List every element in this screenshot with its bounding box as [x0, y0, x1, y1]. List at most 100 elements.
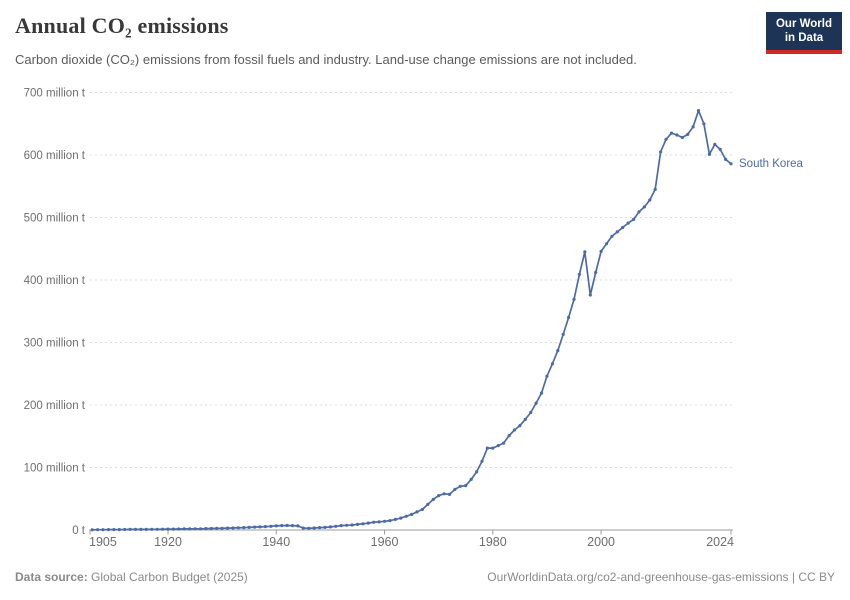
- data-point[interactable]: [447, 492, 452, 496]
- data-point[interactable]: [561, 332, 565, 336]
- data-point[interactable]: [123, 527, 127, 532]
- data-point[interactable]: [393, 517, 397, 522]
- data-point[interactable]: [632, 217, 636, 221]
- data-point[interactable]: [96, 528, 100, 532]
- data-point[interactable]: [669, 131, 674, 135]
- data-point[interactable]: [399, 516, 403, 520]
- data-point[interactable]: [469, 477, 473, 481]
- data-point[interactable]: [296, 524, 300, 528]
- data-point[interactable]: [301, 526, 305, 530]
- data-point[interactable]: [177, 527, 181, 531]
- data-point[interactable]: [583, 250, 587, 254]
- data-point[interactable]: [588, 293, 592, 297]
- data-point[interactable]: [198, 527, 203, 531]
- data-point[interactable]: [253, 525, 257, 529]
- data-point[interactable]: [507, 434, 511, 438]
- data-point[interactable]: [415, 510, 419, 514]
- data-point[interactable]: [545, 374, 549, 378]
- data-point[interactable]: [274, 524, 278, 528]
- data-point[interactable]: [404, 514, 408, 518]
- data-point[interactable]: [318, 526, 322, 530]
- data-point[interactable]: [550, 362, 555, 366]
- data-point[interactable]: [150, 527, 154, 531]
- data-point[interactable]: [242, 526, 246, 530]
- data-point[interactable]: [188, 527, 192, 531]
- data-point[interactable]: [139, 527, 143, 532]
- data-point[interactable]: [729, 162, 733, 166]
- data-point[interactable]: [713, 142, 717, 146]
- data-point[interactable]: [263, 525, 267, 529]
- data-point[interactable]: [307, 526, 311, 530]
- data-point[interactable]: [323, 525, 327, 530]
- data-point[interactable]: [117, 528, 121, 532]
- data-point[interactable]: [106, 528, 111, 532]
- data-point[interactable]: [382, 519, 387, 523]
- data-point[interactable]: [691, 125, 695, 129]
- data-point[interactable]: [680, 135, 684, 140]
- data-point[interactable]: [339, 524, 343, 528]
- data-point[interactable]: [464, 484, 468, 488]
- data-point[interactable]: [225, 526, 230, 530]
- data-point[interactable]: [420, 507, 424, 511]
- data-point[interactable]: [377, 520, 381, 524]
- data-point[interactable]: [724, 157, 728, 161]
- data-point[interactable]: [523, 417, 527, 421]
- data-point[interactable]: [171, 527, 175, 531]
- data-point[interactable]: [491, 446, 495, 450]
- data-point[interactable]: [485, 446, 489, 450]
- data-point[interactable]: [328, 525, 332, 529]
- data-point[interactable]: [577, 272, 582, 276]
- data-point[interactable]: [101, 528, 105, 532]
- data-point[interactable]: [648, 198, 652, 202]
- data-point[interactable]: [155, 527, 159, 531]
- data-point[interactable]: [133, 527, 138, 532]
- data-point[interactable]: [112, 528, 116, 532]
- data-point[interactable]: [193, 527, 197, 531]
- data-point[interactable]: [161, 527, 165, 531]
- data-point[interactable]: [556, 349, 560, 353]
- data-point[interactable]: [209, 526, 213, 531]
- data-point[interactable]: [345, 523, 349, 527]
- data-point[interactable]: [312, 526, 316, 530]
- data-point[interactable]: [534, 401, 538, 405]
- data-point[interactable]: [236, 526, 240, 530]
- data-point[interactable]: [426, 502, 430, 506]
- data-point[interactable]: [707, 152, 712, 156]
- data-point[interactable]: [502, 441, 506, 445]
- data-point[interactable]: [610, 234, 614, 238]
- data-point[interactable]: [594, 270, 598, 275]
- data-point[interactable]: [529, 410, 533, 415]
- data-point[interactable]: [475, 470, 479, 474]
- data-point[interactable]: [215, 526, 219, 531]
- data-point[interactable]: [372, 520, 376, 524]
- data-point[interactable]: [290, 524, 295, 528]
- data-point[interactable]: [621, 225, 625, 230]
- footer-credit-link[interactable]: OurWorldinData.org/co2-and-greenhouse-ga…: [487, 570, 835, 584]
- data-point[interactable]: [437, 494, 441, 498]
- data-point[interactable]: [231, 526, 235, 530]
- data-point[interactable]: [410, 512, 414, 517]
- data-point[interactable]: [366, 521, 370, 525]
- data-point[interactable]: [355, 522, 360, 527]
- data-point[interactable]: [642, 205, 647, 209]
- data-point[interactable]: [664, 137, 668, 141]
- data-point[interactable]: [659, 150, 663, 154]
- data-point[interactable]: [458, 484, 462, 488]
- data-point[interactable]: [512, 428, 517, 432]
- data-point[interactable]: [572, 297, 576, 301]
- data-point[interactable]: [480, 459, 484, 463]
- data-point[interactable]: [696, 109, 701, 113]
- data-point[interactable]: [285, 523, 289, 528]
- data-point[interactable]: [269, 524, 273, 528]
- data-point[interactable]: [361, 522, 365, 526]
- data-point[interactable]: [567, 315, 571, 320]
- owid-logo[interactable]: Our World in Data: [766, 12, 842, 54]
- data-point[interactable]: [653, 187, 657, 191]
- data-point[interactable]: [718, 147, 722, 151]
- entity-label-south-korea[interactable]: South Korea: [739, 158, 803, 170]
- data-point[interactable]: [388, 519, 392, 523]
- data-point[interactable]: [144, 527, 148, 532]
- data-point[interactable]: [166, 527, 170, 531]
- data-point[interactable]: [350, 523, 354, 527]
